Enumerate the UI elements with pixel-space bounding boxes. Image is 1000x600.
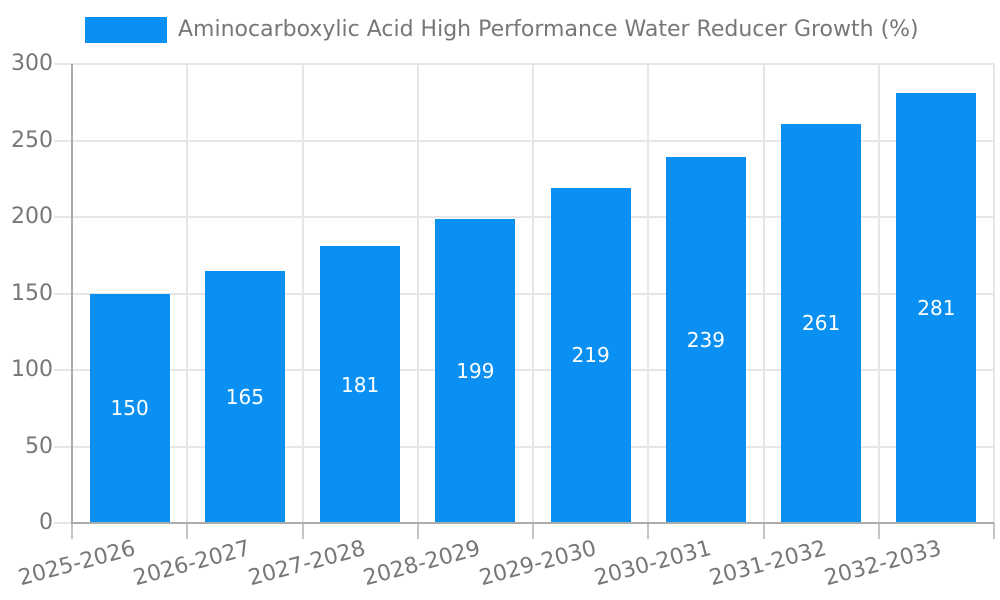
x-axis-category-label: 2032-2033	[822, 536, 945, 592]
bar-value-label: 199	[456, 358, 495, 383]
gridline-vertical	[877, 64, 880, 523]
x-axis-category-label: 2028-2029	[361, 536, 484, 592]
bar	[550, 187, 631, 523]
y-axis-tick-label: 300	[11, 51, 53, 76]
bar	[204, 270, 285, 523]
x-axis-category-label: 2026-2027	[130, 536, 254, 592]
x-axis-tick-mark	[762, 523, 765, 539]
x-axis-tick-mark	[71, 523, 73, 539]
x-axis-tick-mark	[416, 523, 419, 539]
bar	[320, 246, 401, 523]
bar-value-label: 150	[110, 396, 149, 421]
x-axis-tick-mark	[532, 523, 534, 539]
bar-value-label: 219	[571, 343, 610, 368]
x-axis-category-label: 2029-2030	[476, 536, 599, 592]
gridline-horizontal	[54, 139, 994, 142]
gridline-vertical	[762, 64, 765, 523]
x-axis-tick-mark	[186, 523, 189, 539]
y-axis-tick-label: 0	[39, 510, 53, 535]
gridline-vertical	[301, 64, 304, 523]
bar-value-label: 261	[802, 311, 841, 336]
gridline-vertical	[993, 64, 995, 523]
bar	[89, 293, 170, 523]
x-axis-category-label: 2027-2028	[246, 536, 369, 592]
gridline-vertical	[186, 64, 189, 523]
legend-swatch	[85, 17, 167, 43]
gridline-horizontal	[54, 216, 994, 218]
x-axis-category-label: 2030-2031	[591, 536, 715, 592]
x-axis-tick-mark	[993, 523, 995, 539]
plot-area: 150 165 181 199 219 239 261 281	[54, 63, 995, 524]
y-axis-tick-label: 150	[11, 280, 53, 306]
gridline-horizontal	[54, 292, 994, 295]
gridline-vertical	[532, 64, 534, 523]
legend-series-label: Aminocarboxylic Acid High Performance Wa…	[178, 17, 919, 42]
y-axis-tick-label: 200	[11, 204, 53, 229]
bar	[665, 157, 746, 523]
gridline-horizontal	[54, 63, 994, 65]
gridline-horizontal	[54, 445, 994, 448]
bar	[896, 93, 977, 523]
bar	[435, 218, 516, 523]
y-axis-tick-label: 100	[11, 357, 53, 382]
x-axis-tick-mark	[301, 523, 304, 539]
gridline-horizontal	[54, 369, 994, 371]
x-axis-tick-mark	[647, 523, 650, 539]
x-axis-category-label: 2025-2026	[15, 536, 138, 592]
bar-value-label: 239	[686, 328, 725, 353]
bar	[781, 123, 862, 523]
y-axis-tick-label: 50	[25, 433, 53, 459]
x-axis-tick-mark	[877, 523, 880, 539]
bar-value-label: 165	[225, 384, 264, 409]
x-axis-category-label: 2031-2032	[707, 536, 830, 592]
gridline-vertical	[416, 64, 419, 523]
x-axis-line	[71, 522, 994, 524]
y-axis-line	[71, 64, 73, 523]
legend: Aminocarboxylic Acid High Performance Wa…	[85, 17, 919, 43]
y-axis-tick-label: 250	[11, 127, 53, 153]
bar-value-label: 181	[341, 372, 380, 397]
gridline-vertical	[647, 64, 650, 523]
bar-value-label: 281	[917, 296, 956, 321]
